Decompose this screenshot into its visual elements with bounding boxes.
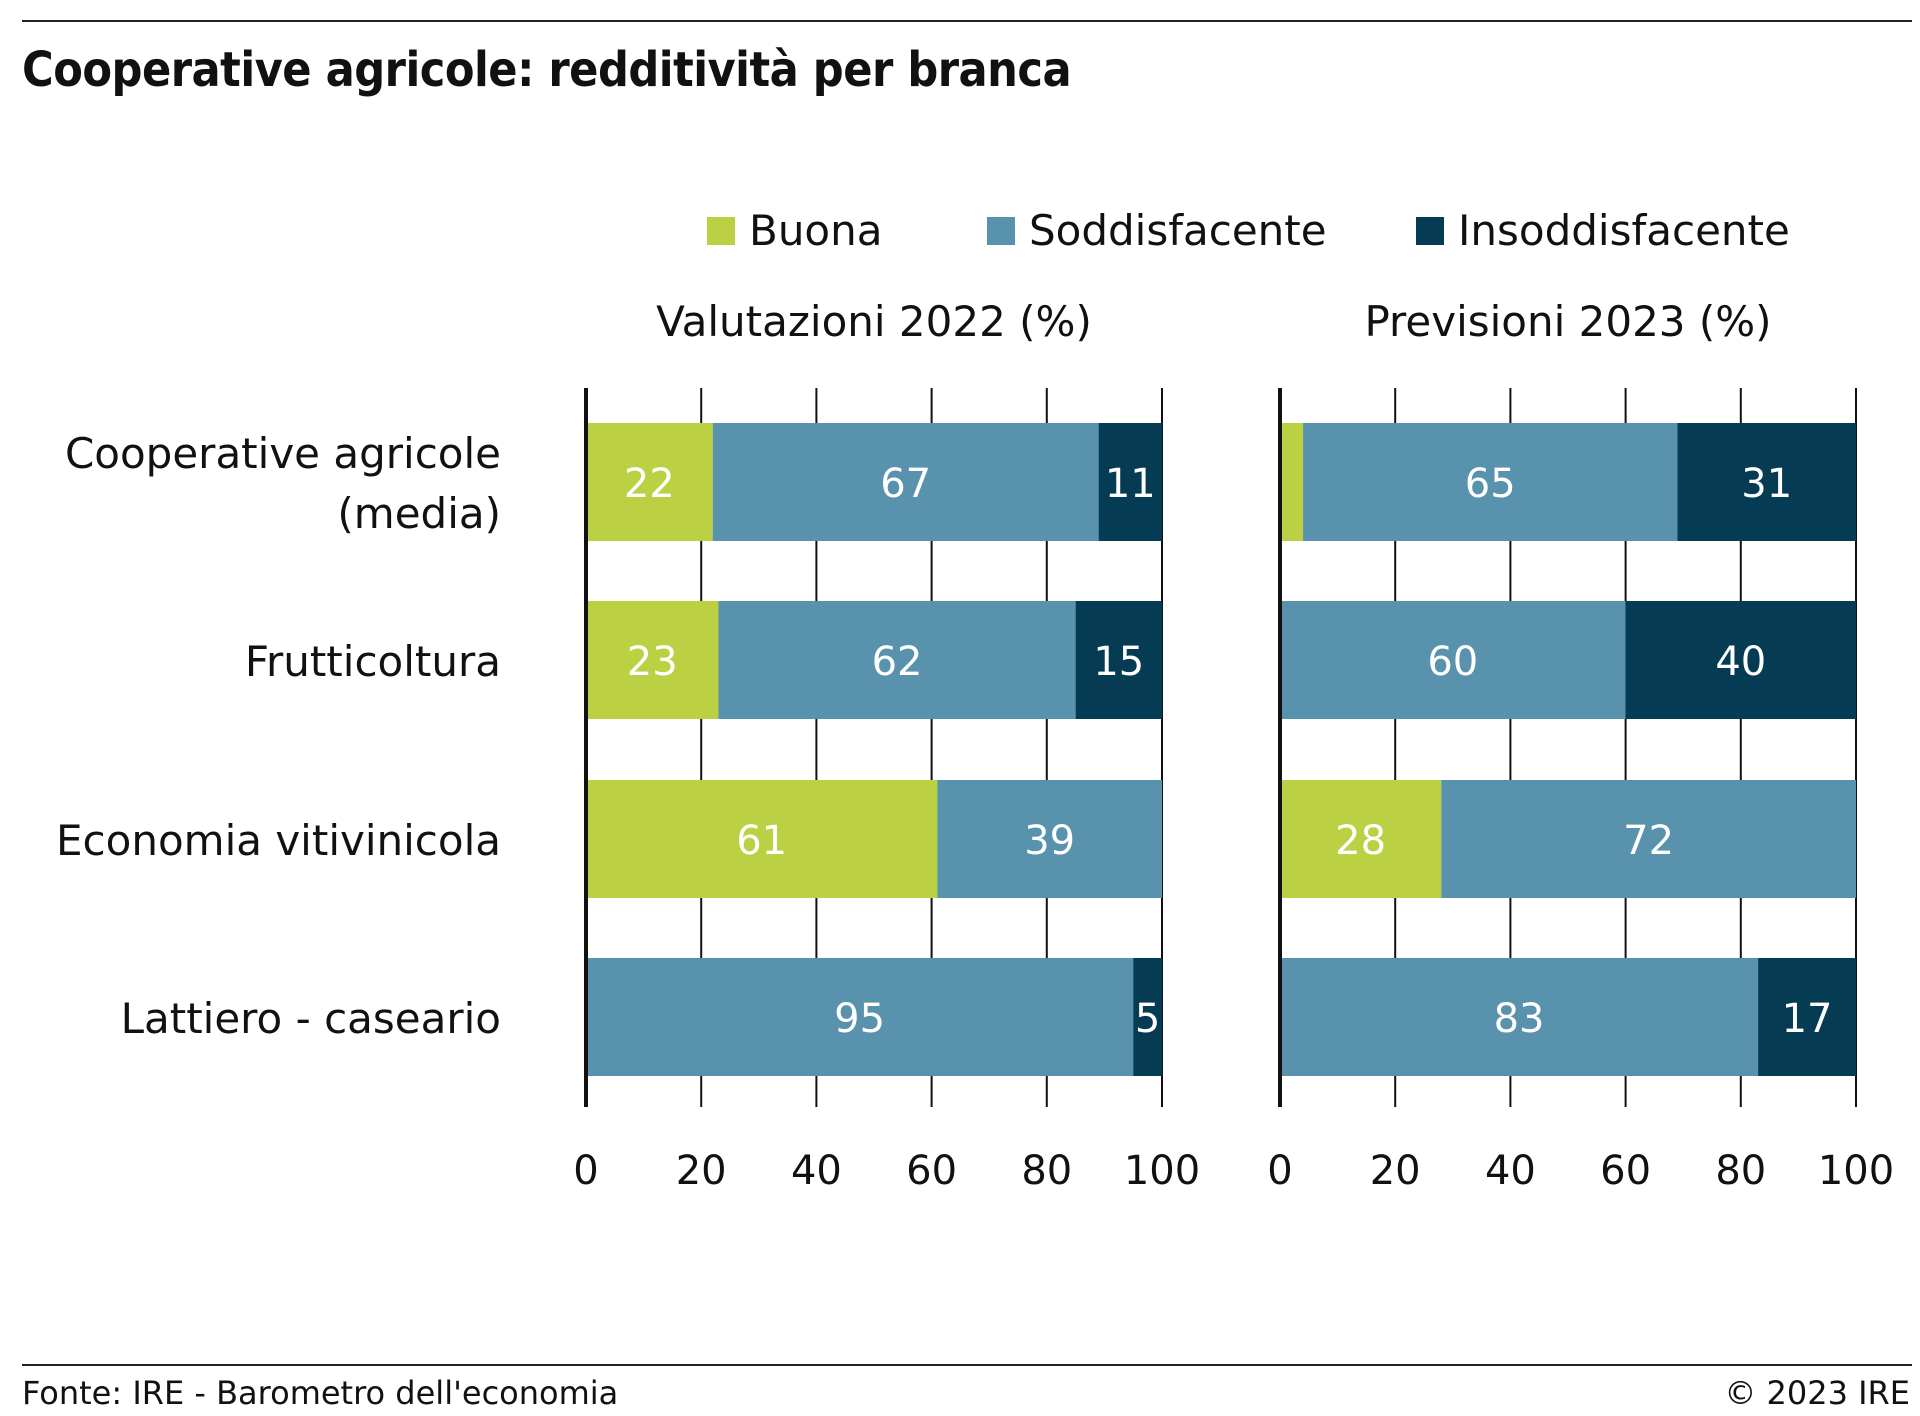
data-label: 28: [1335, 818, 1386, 864]
tick-label: 0: [1267, 1148, 1292, 1194]
legend-label-insoddisfacente: Insoddisfacente: [1458, 206, 1790, 255]
data-label: 11: [1105, 461, 1156, 507]
data-label: 65: [1465, 461, 1516, 507]
legend-item-insoddisfacente: Insoddisfacente: [1416, 206, 1790, 255]
footer-source: Fonte: IRE - Barometro dell'economia: [22, 1374, 619, 1412]
bar-segment: [1758, 958, 1856, 1076]
bar-segment: [1075, 601, 1162, 719]
legend-swatch-soddisfacente: [987, 216, 1015, 245]
bar-segment: [586, 423, 713, 541]
data-label: 39: [1024, 818, 1075, 864]
category-label: Cooperative agricole: [65, 429, 501, 478]
data-label: 83: [1494, 996, 1545, 1042]
bar-segment: [1625, 601, 1856, 719]
bar-segment: [1280, 423, 1304, 541]
bottom-rule: [22, 1364, 1912, 1366]
data-label: 22: [624, 461, 675, 507]
category-label: (media): [337, 489, 501, 538]
legend-label-soddisfacente: Soddisfacente: [1029, 206, 1327, 255]
legend-label-buona: Buona: [749, 206, 883, 255]
data-label: 62: [872, 639, 923, 685]
tick-label: 20: [676, 1148, 727, 1194]
bar-segment: [586, 780, 938, 898]
data-label: 95: [834, 996, 885, 1042]
data-label: 60: [1427, 639, 1478, 685]
bar-segment: [1280, 601, 1626, 719]
bar-segment: [1280, 780, 1442, 898]
legend-item-buona: Buona: [707, 206, 883, 255]
tick-label: 80: [1021, 1148, 1072, 1194]
tick-label: 20: [1370, 1148, 1421, 1194]
bar-segment: [712, 423, 1099, 541]
data-label: 17: [1782, 996, 1833, 1042]
data-label: 67: [880, 461, 931, 507]
bar-segment: [1098, 423, 1162, 541]
category-label: Lattiero - caseario: [121, 994, 501, 1043]
data-label: 72: [1623, 818, 1674, 864]
bar-segment: [718, 601, 1076, 719]
bar-segment: [1280, 958, 1759, 1076]
data-label: 31: [1741, 461, 1792, 507]
bar-segment: [1303, 423, 1678, 541]
panel-title: Valutazioni 2022 (%): [656, 297, 1092, 346]
bar-segment: [586, 601, 719, 719]
tick-label: 60: [906, 1148, 957, 1194]
category-label: Frutticoltura: [245, 637, 501, 686]
data-label: 40: [1715, 639, 1766, 685]
legend-swatch-insoddisfacente: [1416, 216, 1444, 245]
tick-label: 100: [1818, 1148, 1894, 1194]
legend: Buona Soddisfacente Insoddisfacente: [0, 206, 1920, 262]
bar-segment: [586, 958, 1134, 1076]
tick-label: 100: [1124, 1148, 1200, 1194]
legend-swatch-buona: [707, 216, 735, 245]
bar-segment: [1133, 958, 1162, 1076]
tick-label: 60: [1600, 1148, 1651, 1194]
tick-label: 40: [791, 1148, 842, 1194]
bar-segment: [1441, 780, 1856, 898]
data-label: 5: [1135, 996, 1160, 1042]
data-label: 61: [736, 818, 787, 864]
tick-label: 0: [573, 1148, 598, 1194]
category-label: Economia vitivinicola: [56, 816, 501, 865]
tick-label: 80: [1715, 1148, 1766, 1194]
data-label: 15: [1093, 639, 1144, 685]
tick-label: 40: [1485, 1148, 1536, 1194]
bar-segment: [937, 780, 1162, 898]
top-rule: [22, 20, 1912, 22]
panel-title: Previsioni 2023 (%): [1364, 297, 1771, 346]
bar-segment: [1677, 423, 1856, 541]
data-label: 23: [627, 639, 678, 685]
chart-title: Cooperative agricole: redditività per br…: [22, 42, 1072, 98]
footer-copyright: © 2023 IRE: [1724, 1374, 1910, 1412]
legend-item-soddisfacente: Soddisfacente: [987, 206, 1327, 255]
